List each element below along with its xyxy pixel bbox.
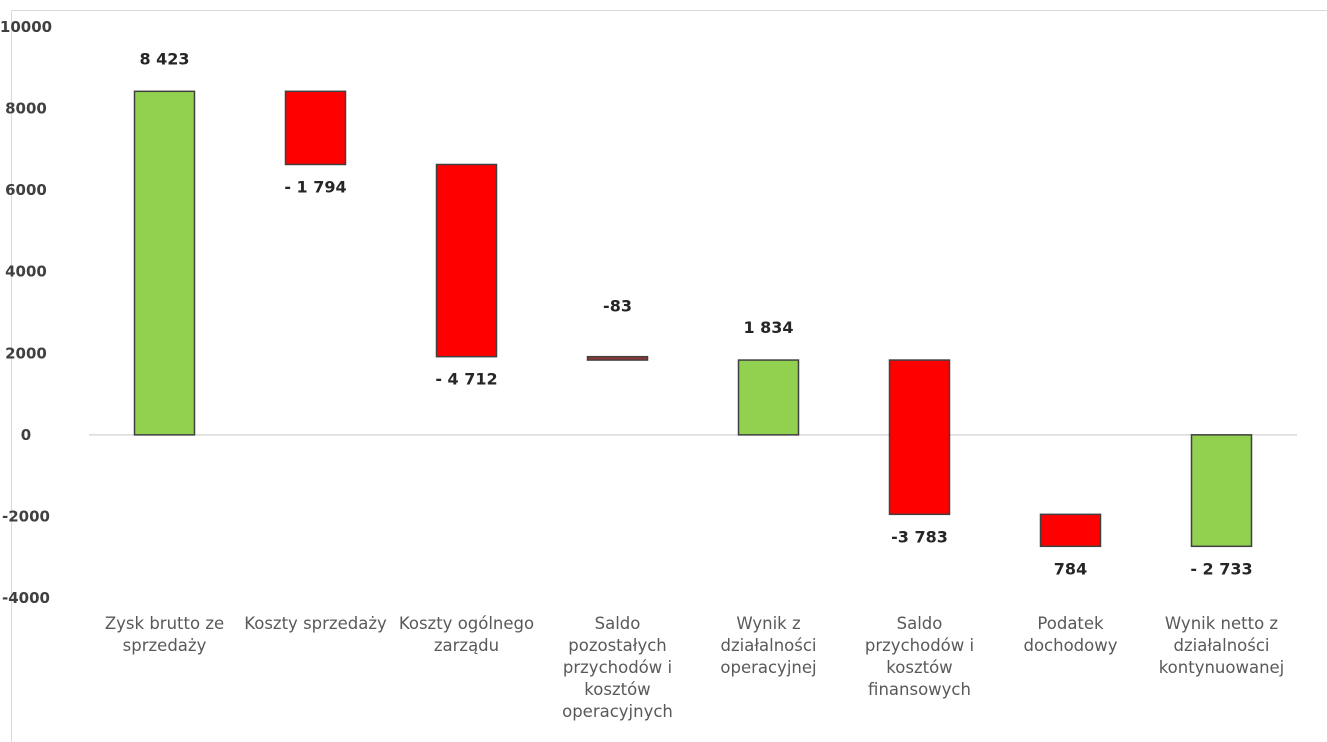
x-category-label-line: sprzedaży: [122, 636, 207, 655]
x-category-label-line: Saldo: [896, 614, 943, 633]
x-category-label-line: działalności: [1173, 636, 1270, 655]
x-category-label-3: Koszty ogólnego zarządu: [390, 613, 544, 657]
x-category-label-4: Saldo pozostałych przychodów i kosztów opera…: [541, 613, 695, 723]
x-category-label-2: Koszty sprzedaży: [239, 613, 393, 635]
x-category-label-line: dochodowy: [1023, 636, 1118, 655]
x-category-label-line: kosztów: [584, 680, 651, 699]
data-labels: 8 423 - 1 794 - 4 712 -83 1 834 -3 783 784 - 2 …: [139, 49, 1252, 578]
y-tick-label: -2000: [2, 507, 50, 525]
y-tick-label: -4000: [2, 589, 50, 607]
x-category-label-line: Wynik netto z: [1164, 614, 1279, 633]
data-label-4: -83: [603, 297, 632, 316]
x-category-label-line: zarządu: [433, 636, 500, 655]
x-category-label-8: Wynik netto z działalności kontynuowanej: [1145, 613, 1299, 679]
y-axis-tick-labels: 10000 8000 6000 4000 2000 0 -2000 -4000: [0, 18, 52, 607]
chart-frame-left: [11, 10, 12, 742]
x-category-label-line: kontynuowanej: [1158, 658, 1285, 677]
x-category-label-line: pozostałych: [568, 636, 667, 655]
bar-7: [1039, 513, 1102, 548]
data-label-7: 784: [1054, 559, 1087, 578]
chart-frame-top: [11, 10, 1327, 11]
x-category-label-6: Saldo przychodów i kosztów finansowych: [843, 613, 997, 701]
x-category-label-line: operacyjnej: [720, 658, 817, 677]
data-label-3: - 4 712: [435, 370, 497, 389]
x-category-label-line: przychodów i: [562, 658, 673, 677]
bar-8: [1190, 434, 1253, 548]
bar-3: [435, 163, 498, 358]
data-label-5: 1 834: [743, 318, 793, 337]
x-category-label-line: operacyjnych: [562, 702, 673, 721]
bars: [133, 90, 1253, 548]
bar-1: [133, 90, 196, 436]
data-label-2: - 1 794: [284, 177, 346, 196]
x-category-label-line: działalności: [720, 636, 817, 655]
bar-6: [888, 359, 951, 516]
y-tick-label: 8000: [5, 100, 47, 118]
x-category-label-7: Podatek dochodowy: [994, 613, 1148, 657]
y-tick-label: 10000: [0, 18, 52, 36]
x-category-label-line: Koszty sprzedaży: [244, 614, 387, 633]
y-tick-label: 0: [21, 426, 31, 444]
data-label-6: -3 783: [891, 527, 948, 546]
data-label-8: - 2 733: [1190, 559, 1252, 578]
x-category-label-line: finansowych: [868, 680, 971, 699]
y-tick-label: 2000: [5, 344, 47, 362]
x-category-label-line: przychodów i: [864, 636, 975, 655]
x-category-label-line: Zysk brutto ze: [104, 614, 225, 633]
data-label-1: 8 423: [139, 49, 189, 68]
x-category-label-5: Wynik z działalności operacyjnej: [692, 613, 846, 679]
x-category-label-line: Podatek: [1037, 614, 1104, 633]
bar-2: [284, 90, 347, 166]
x-category-label-1: Zysk brutto ze sprzedaży: [88, 613, 242, 657]
x-category-label-line: Saldo: [594, 614, 641, 633]
x-category-label-line: Wynik z: [736, 614, 801, 633]
bar-5: [737, 359, 800, 436]
y-tick-label: 4000: [5, 263, 47, 281]
x-category-label-line: kosztów: [886, 658, 953, 677]
bar-4: [586, 355, 649, 361]
x-category-label-line: Koszty ogólnego: [398, 614, 535, 633]
y-tick-label: 6000: [5, 181, 47, 199]
